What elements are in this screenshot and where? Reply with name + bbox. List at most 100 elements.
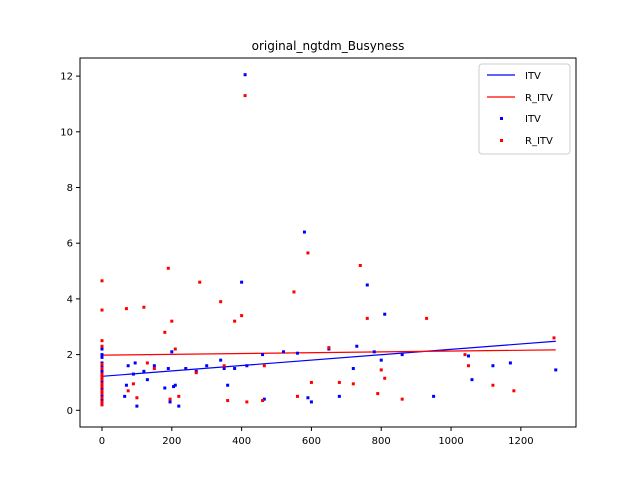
r-itv-point [351,382,355,386]
y-tick-label: 2 [67,350,73,361]
legend-ritv-marker-swatch [500,139,503,142]
itv-point [365,283,369,287]
itv-point [383,312,387,316]
legend: ITV R_ITV ITV R_ITV [478,63,571,155]
itv-point [243,73,247,77]
itv-point [100,353,104,357]
legend-itv-line-label: ITV [525,71,541,82]
itv-point [172,385,176,389]
itv-point [133,361,137,365]
itv-point [508,361,512,365]
itv-point [466,354,470,358]
r-itv-point [198,280,202,284]
r-itv-point [243,94,247,98]
r-itv-point [222,364,226,368]
x-tick-label: 800 [372,436,391,447]
itv-point [262,397,266,401]
r-itv-point [552,336,556,340]
itv-point [226,383,230,387]
r-itv-point [337,380,341,384]
r-itv-point [173,347,177,351]
legend-itv-marker-swatch [500,117,503,120]
itv-point [131,372,135,376]
r-itv-point [245,400,249,404]
itv-point [233,367,237,371]
itv-point [222,367,226,371]
r-itv-point [376,392,380,396]
r-itv-point [240,314,244,318]
r-itv-point [126,389,130,393]
itv-point [240,280,244,284]
r-itv-point [100,308,104,312]
r-itv-point [100,385,104,389]
r-itv-point [177,394,181,398]
itv-point [554,368,558,372]
x-axis: 0 200 400 600 800 1000 1200 [99,427,534,447]
itv-point [372,350,376,354]
itv-point [309,400,313,404]
itv-point [163,386,167,390]
r-itv-point [261,399,265,403]
itv-point [100,347,104,351]
y-tick-label: 4 [67,294,73,305]
itv-point [177,404,181,408]
r-itv-point [100,375,104,379]
itv-point [100,355,104,359]
r-itv-point [194,371,198,375]
r-itv-point [358,263,362,267]
x-tick-label: 600 [302,436,321,447]
legend-box [478,63,571,155]
itv-point [142,369,146,373]
r-itv-point [163,330,167,334]
r-itv-point [100,392,104,396]
y-tick-label: 6 [67,239,73,250]
itv-point [205,364,209,368]
r-itv-point [379,368,383,372]
chart-title: original_ngtdm_Busyness [252,39,405,53]
itv-point [152,364,156,368]
r-itv-point [100,389,104,393]
y-axis: 0 2 4 6 8 10 12 [60,72,80,417]
r-itv-point [100,400,104,404]
itv-point [184,367,188,371]
itv-point [306,396,310,400]
r-itv-point [170,319,174,323]
itv-point [173,383,177,387]
itv-point [379,358,383,362]
r-itv-point [152,367,156,371]
itv-point [302,230,306,234]
itv-point [124,383,128,387]
x-tick-label: 0 [99,436,105,447]
r-itv-point [292,290,296,294]
x-tick-label: 1200 [508,436,533,447]
itv-point [351,367,355,371]
x-tick-label: 400 [232,436,251,447]
itv-point [145,378,149,382]
r-itv-point [100,372,104,376]
itv-point [245,364,249,368]
itv-point [135,404,139,408]
r-itv-point [135,396,139,400]
r-itv-point [295,394,299,398]
r-itv-point [463,353,467,357]
itv-point [168,400,172,404]
itv-point [100,369,104,373]
itv-point [470,378,474,382]
r-itv-point [425,316,429,320]
r-itv-point [219,300,223,304]
r-itv-point [383,376,387,380]
r-itv-point [309,380,313,384]
r-itv-point [512,389,516,393]
legend-ritv-marker-label: R_ITV [525,136,553,147]
r-itv-point [466,364,470,368]
itv-trend-line [101,340,556,377]
r-itv-point [100,344,104,348]
r-itv-point [100,339,104,343]
r-itv-point [306,251,310,255]
r-itv-point [365,316,369,320]
itv-point [126,364,130,368]
y-tick-label: 0 [67,406,73,417]
x-tick-label: 200 [162,436,181,447]
y-tick-label: 10 [60,127,73,138]
